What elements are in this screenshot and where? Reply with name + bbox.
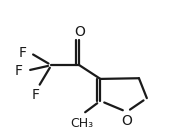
Text: O: O xyxy=(74,25,85,39)
Text: O: O xyxy=(121,114,132,128)
Text: F: F xyxy=(15,64,23,78)
Text: CH₃: CH₃ xyxy=(70,117,94,130)
Text: F: F xyxy=(18,46,26,60)
Text: F: F xyxy=(32,88,40,102)
